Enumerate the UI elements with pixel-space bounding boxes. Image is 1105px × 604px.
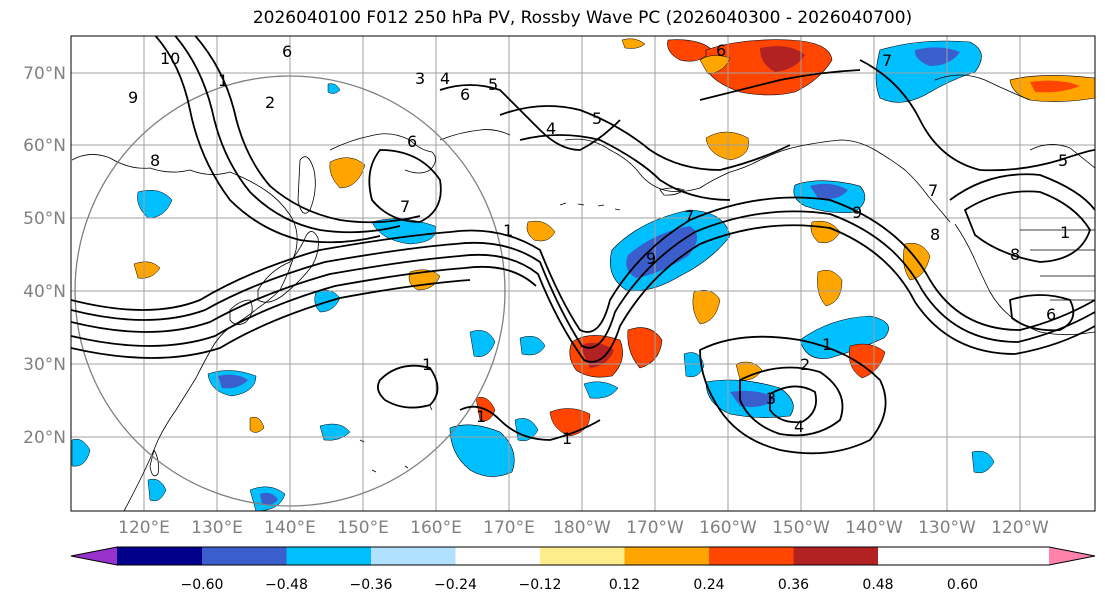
colorbar-tick-label: −0.36 — [350, 577, 393, 593]
contour-label: 5 — [1058, 151, 1068, 170]
lat-label: 70°N — [23, 64, 66, 84]
lon-label: 150°W — [772, 518, 830, 538]
lon-label: 170°W — [626, 518, 684, 538]
lon-label: 130°E — [191, 518, 243, 538]
contour-labels: 10 9 8 6 1 2 3 4 5 6 6 4 5 6 7 1 7 9 8 5… — [128, 41, 1070, 448]
colorbar-tick-label: −0.24 — [434, 577, 477, 593]
colorbar-tick-label: 0.60 — [947, 577, 978, 593]
colorbar-cell — [455, 547, 540, 565]
lon-label: 150°E — [337, 518, 389, 538]
colorbar-tick-label: −0.48 — [265, 577, 308, 593]
map-frame — [70, 35, 1096, 512]
lon-label: 140°W — [845, 518, 903, 538]
contour-label: 2 — [800, 355, 810, 374]
contour-label: 4 — [794, 417, 804, 436]
contour-label: 1 — [562, 429, 572, 448]
range-ring — [74, 75, 506, 507]
contour-label: 3 — [766, 389, 776, 408]
contour-label: 8 — [930, 225, 940, 244]
pv-contours — [71, 36, 1095, 455]
contour-label: 6 — [1046, 305, 1056, 324]
lon-label: 180°W — [553, 518, 611, 538]
colorbar-extend-low — [71, 547, 117, 565]
colorbar-tick-label: 0.24 — [693, 577, 724, 593]
contour-label: 6 — [716, 41, 726, 60]
contour-label: 8 — [1010, 245, 1020, 264]
colorbar-tick-label: −0.60 — [181, 577, 224, 593]
colorbar-cell — [793, 547, 878, 565]
lat-label: 20°N — [23, 428, 66, 448]
colorbar-cell — [709, 547, 794, 565]
contour-label: 7 — [684, 207, 694, 226]
contour-label: 1 — [476, 407, 486, 426]
contour-label: 9 — [646, 249, 656, 268]
colorbar-cell — [371, 547, 456, 565]
map-title: 2026040100 F012 250 hPa PV, Rossby Wave … — [252, 8, 913, 28]
lon-label: 160°E — [410, 518, 462, 538]
map-background — [71, 36, 1095, 511]
contour-label: 7 — [400, 197, 410, 216]
contour-label: 1 — [422, 355, 432, 374]
latitude-labels: 70°N 60°N 50°N 40°N 30°N 20°N — [23, 64, 66, 448]
longitude-labels: 120°E 130°E 140°E 150°E 160°E 170°E 180°… — [118, 518, 1049, 538]
contour-label: 9 — [852, 203, 862, 222]
coastlines — [71, 74, 1095, 511]
lon-label: 120°E — [118, 518, 170, 538]
colorbar-extend-high — [1049, 547, 1095, 565]
contour-label: 9 — [128, 88, 138, 107]
contour-label: 5 — [592, 109, 602, 128]
contour-label: 10 — [160, 49, 180, 68]
colorbar-cell — [540, 547, 625, 565]
colorbar-tick-label: 0.36 — [778, 577, 809, 593]
colorbar-tick-label: 0.48 — [862, 577, 893, 593]
lon-label: 170°E — [483, 518, 535, 538]
colorbar-cell — [202, 547, 287, 565]
colorbar-cell — [624, 547, 709, 565]
lon-label: 140°E — [264, 518, 316, 538]
lon-label: 130°W — [918, 518, 976, 538]
contour-label: 1 — [1060, 223, 1070, 242]
colorbar-tick-label: −0.12 — [519, 577, 562, 593]
contour-label: 2 — [265, 93, 275, 112]
colorbar-outline — [70, 546, 1096, 566]
lat-label: 40°N — [23, 282, 66, 302]
contour-label: 1 — [218, 71, 228, 90]
contour-label: 1 — [503, 221, 513, 240]
contour-label: 6 — [407, 132, 417, 151]
contour-label: 7 — [928, 181, 938, 200]
colorbar-tick-label: 0.12 — [609, 577, 640, 593]
lat-label: 50°N — [23, 209, 66, 229]
contour-label: 6 — [282, 42, 292, 61]
colorbar-tick-labels: −0.60 −0.48 −0.36 −0.24 −0.12 0.12 0.24 … — [181, 577, 979, 593]
colorbar: −0.60 −0.48 −0.36 −0.24 −0.12 0.12 0.24 … — [70, 546, 1096, 593]
contour-label: 5 — [488, 75, 498, 94]
contour-label: 4 — [546, 119, 556, 138]
lat-label: 60°N — [23, 136, 66, 156]
contour-label: 6 — [460, 85, 470, 104]
lat-label: 30°N — [23, 355, 66, 375]
lon-label: 160°W — [699, 518, 757, 538]
colorbar-cell — [286, 547, 371, 565]
contour-label: 1 — [822, 335, 832, 354]
lon-label: 120°W — [991, 518, 1049, 538]
contour-label: 7 — [882, 51, 892, 70]
contour-label: 4 — [440, 69, 450, 88]
contour-label: 8 — [150, 151, 160, 170]
contour-label: 3 — [415, 69, 425, 88]
colorbar-cell — [117, 547, 202, 565]
